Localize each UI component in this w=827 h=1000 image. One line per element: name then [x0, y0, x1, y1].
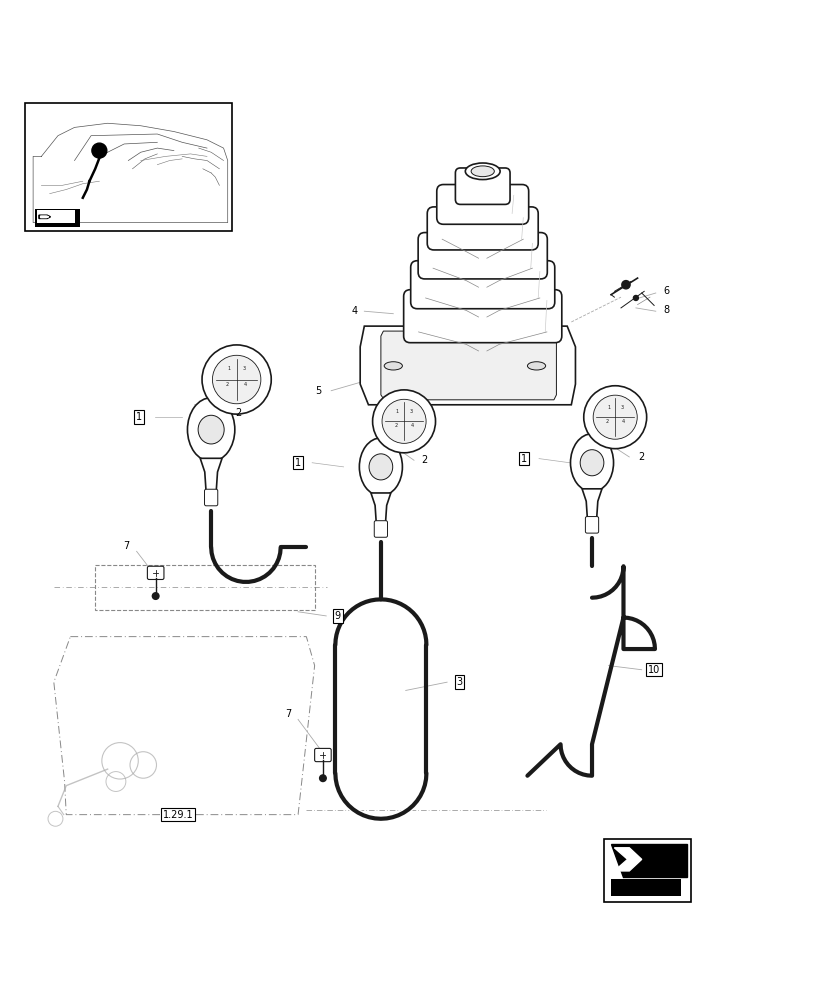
Text: 3: 3 [409, 409, 412, 414]
Polygon shape [370, 493, 390, 530]
Circle shape [319, 775, 326, 782]
Text: 1: 1 [395, 409, 399, 414]
Polygon shape [200, 458, 222, 499]
Ellipse shape [527, 362, 545, 370]
Bar [35, 209, 80, 227]
Text: 4: 4 [621, 419, 624, 424]
FancyBboxPatch shape [418, 233, 547, 279]
Ellipse shape [187, 398, 235, 461]
Polygon shape [581, 489, 601, 526]
Text: 2: 2 [605, 419, 608, 424]
FancyBboxPatch shape [403, 290, 561, 343]
Circle shape [213, 355, 261, 404]
Text: 1: 1 [136, 412, 142, 422]
FancyBboxPatch shape [437, 185, 528, 224]
Text: 4: 4 [410, 423, 414, 428]
Bar [95, 565, 314, 610]
Bar [604, 839, 691, 902]
Text: 4: 4 [351, 306, 357, 316]
Text: 1: 1 [294, 458, 301, 468]
Circle shape [372, 390, 435, 453]
Text: 2: 2 [421, 455, 428, 465]
Text: 1.29.1: 1.29.1 [163, 810, 193, 820]
FancyBboxPatch shape [410, 261, 554, 309]
Text: 3: 3 [619, 405, 623, 410]
Circle shape [202, 345, 271, 414]
Ellipse shape [465, 163, 500, 180]
Ellipse shape [359, 438, 402, 496]
Circle shape [621, 281, 629, 289]
Circle shape [583, 386, 646, 449]
Text: 1: 1 [520, 454, 527, 464]
FancyBboxPatch shape [585, 517, 598, 533]
Text: 5: 5 [315, 386, 322, 396]
Polygon shape [360, 326, 575, 405]
Circle shape [592, 395, 637, 439]
Ellipse shape [570, 434, 613, 492]
Ellipse shape [384, 362, 402, 370]
Circle shape [152, 593, 159, 599]
Text: 2: 2 [638, 452, 644, 462]
Ellipse shape [471, 166, 494, 177]
Text: 8: 8 [662, 305, 669, 315]
Polygon shape [39, 215, 50, 218]
Text: 6: 6 [662, 286, 669, 296]
FancyBboxPatch shape [374, 521, 387, 537]
FancyBboxPatch shape [147, 566, 164, 579]
Text: 2: 2 [226, 382, 229, 387]
FancyBboxPatch shape [204, 489, 218, 506]
Text: 2: 2 [235, 408, 241, 418]
Circle shape [633, 295, 638, 300]
FancyBboxPatch shape [314, 748, 331, 762]
Text: 3: 3 [242, 366, 245, 371]
FancyBboxPatch shape [427, 207, 538, 250]
Bar [37, 210, 75, 223]
Ellipse shape [369, 454, 392, 480]
Text: 10: 10 [648, 665, 659, 675]
Bar [610, 879, 681, 896]
Text: 7: 7 [122, 541, 129, 551]
Bar [25, 103, 232, 231]
Text: 2: 2 [394, 423, 397, 428]
Polygon shape [41, 216, 49, 218]
Text: 9: 9 [334, 611, 341, 621]
Text: 3: 3 [456, 677, 462, 687]
Text: 7: 7 [284, 709, 291, 719]
Circle shape [92, 143, 107, 158]
Circle shape [381, 399, 426, 443]
Text: 1: 1 [227, 366, 231, 371]
Polygon shape [614, 848, 641, 871]
Polygon shape [610, 844, 686, 877]
Text: 1: 1 [606, 405, 609, 410]
Ellipse shape [198, 415, 224, 444]
Ellipse shape [580, 450, 603, 476]
Polygon shape [380, 331, 556, 400]
FancyBboxPatch shape [455, 168, 509, 204]
Text: 4: 4 [244, 382, 247, 387]
